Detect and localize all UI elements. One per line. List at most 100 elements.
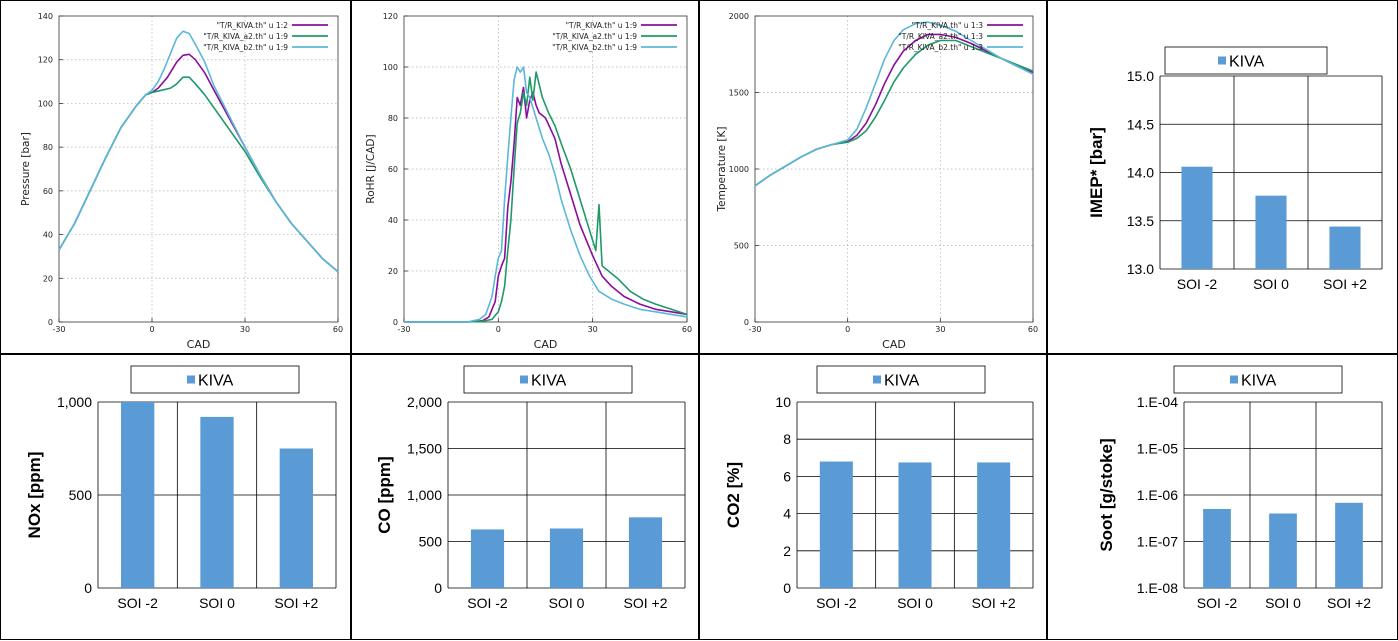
x-tick-label: SOI 0 bbox=[897, 595, 933, 611]
series-line bbox=[404, 71, 688, 323]
y-axis-label: Soot [g/stoke] bbox=[1097, 438, 1116, 551]
series-line bbox=[754, 21, 1034, 187]
y-axis-label: IMEP* [bar] bbox=[1087, 127, 1106, 218]
x-tick-label: 30 bbox=[588, 325, 598, 334]
x-axis-label: CAD bbox=[187, 338, 211, 351]
y-tick-label: 0 bbox=[393, 318, 398, 327]
legend-label: KIVA bbox=[198, 373, 234, 390]
legend-label: KIVA bbox=[1229, 54, 1265, 71]
bar bbox=[1255, 195, 1287, 269]
legend-label: "T/R_KIVA.th" u 1:3 bbox=[912, 21, 984, 30]
series-line bbox=[58, 30, 339, 273]
y-tick-label: 1.E-04 bbox=[1137, 394, 1178, 410]
x-tick-label: 60 bbox=[682, 325, 692, 334]
y-tick-label: 140 bbox=[38, 12, 53, 21]
y-tick-label: 500 bbox=[69, 487, 93, 503]
y-tick-label: 1500 bbox=[729, 89, 749, 98]
y-axis-label: Temperature [K] bbox=[716, 127, 728, 213]
y-axis-label: CO [ppm] bbox=[375, 456, 394, 533]
x-tick-label: SOI +2 bbox=[274, 595, 318, 611]
x-tick-label: 0 bbox=[149, 325, 154, 334]
y-tick-label: 0 bbox=[783, 580, 791, 596]
y-tick-label: 40 bbox=[388, 216, 398, 225]
x-tick-label: 30 bbox=[240, 325, 250, 334]
x-tick-label: 60 bbox=[333, 325, 343, 334]
y-tick-label: 15.0 bbox=[1127, 68, 1154, 84]
y-tick-label: 10 bbox=[775, 394, 791, 410]
plot-frame bbox=[58, 15, 339, 323]
bar bbox=[200, 416, 234, 588]
x-tick-label: SOI 0 bbox=[1253, 276, 1289, 292]
series-line bbox=[404, 66, 688, 323]
legend-swatch bbox=[873, 375, 881, 384]
y-tick-label: 2000 bbox=[729, 12, 749, 21]
y-tick-label: 20 bbox=[43, 274, 53, 283]
chart-rohr: 0 20 40 60 80 100 120 -30 0 30 60 CAD RoHR [J/CAD] "T… bbox=[351, 0, 699, 354]
x-tick-label: SOI -2 bbox=[1177, 276, 1218, 292]
y-tick-label: 60 bbox=[43, 187, 53, 196]
legend-box bbox=[1164, 46, 1328, 75]
y-tick-label: 40 bbox=[43, 231, 53, 240]
x-tick-label: SOI +2 bbox=[972, 595, 1016, 611]
y-tick-label: 2,000 bbox=[407, 394, 442, 410]
bar bbox=[1329, 226, 1361, 269]
y-tick-label: 120 bbox=[38, 56, 53, 65]
bar bbox=[628, 517, 663, 588]
y-tick-label: 500 bbox=[419, 534, 443, 550]
y-tick-label: 4 bbox=[783, 506, 791, 522]
chart-svg: 0 2 4 6 8 10 SOI -2 SOI 0 SOI +2 CO2 [%] KIVA bbox=[724, 365, 1034, 611]
y-tick-label: 14.0 bbox=[1127, 165, 1154, 181]
y-axis-label: RoHR [J/CAD] bbox=[365, 134, 377, 203]
legend-swatch bbox=[1230, 375, 1238, 384]
legend-box bbox=[1173, 365, 1343, 394]
y-axis-label: CO2 [%] bbox=[724, 462, 743, 528]
x-tick-label: -30 bbox=[397, 325, 410, 334]
legend-box bbox=[130, 365, 300, 394]
x-axis-label: CAD bbox=[882, 338, 906, 351]
series-line bbox=[404, 86, 688, 323]
y-tick-label: 1.E-08 bbox=[1137, 580, 1178, 596]
y-tick-label: 100 bbox=[38, 99, 53, 108]
legend-label: "T/R_KIVA_a2.th" u 1:3 bbox=[898, 32, 983, 41]
y-tick-label: 0 bbox=[744, 318, 749, 327]
x-tick-label: 30 bbox=[935, 325, 945, 334]
legend-label: KIVA bbox=[1241, 373, 1277, 390]
bar bbox=[121, 402, 155, 588]
x-tick-label: SOI -2 bbox=[117, 595, 158, 611]
x-tick-label: SOI -2 bbox=[816, 595, 857, 611]
legend-label: "T/R_KIVA_b2.th" u 1:9 bbox=[203, 43, 288, 52]
x-tick-label: 60 bbox=[1028, 325, 1038, 334]
chart-pressure: 0 20 40 60 80 100 120 140 -30 0 30 60 CAD Pressure [b… bbox=[0, 0, 351, 354]
legend-label: "T/R_KIVA_b2.th" u 1:3 bbox=[898, 43, 983, 52]
x-axis-label: CAD bbox=[534, 338, 558, 351]
y-tick-label: 0 bbox=[48, 318, 53, 327]
legend-label: KIVA bbox=[531, 373, 567, 390]
legend-label: "T/R_KIVA_b2.th" u 1:9 bbox=[552, 43, 637, 52]
x-tick-label: -30 bbox=[748, 325, 761, 334]
y-tick-label: 0 bbox=[434, 580, 442, 596]
y-tick-label: 1.E-06 bbox=[1137, 487, 1178, 503]
x-tick-label: 0 bbox=[496, 325, 501, 334]
y-tick-label: 1.E-05 bbox=[1137, 441, 1178, 457]
legend-box bbox=[463, 365, 633, 394]
y-tick-label: 80 bbox=[388, 114, 398, 123]
bar bbox=[898, 462, 932, 588]
bar bbox=[977, 462, 1011, 588]
legend-box bbox=[816, 365, 986, 394]
y-tick-label: 60 bbox=[388, 165, 398, 174]
x-tick-label: SOI -2 bbox=[1197, 595, 1238, 611]
y-tick-label: 2 bbox=[783, 543, 791, 559]
bar bbox=[1269, 513, 1297, 588]
bar bbox=[279, 448, 313, 588]
bar bbox=[1203, 508, 1231, 588]
chart-svg: 0 500 1,000 1,500 2,000 SOI -2 SOI 0 SOI +2 CO [… bbox=[375, 365, 686, 611]
series-line bbox=[754, 33, 1034, 187]
x-tick-label: SOI 0 bbox=[199, 595, 235, 611]
x-tick-label: 0 bbox=[845, 325, 850, 334]
y-tick-label: 80 bbox=[43, 143, 53, 152]
chart-co: 0 500 1,000 1,500 2,000 SOI -2 SOI 0 SOI +2 CO [… bbox=[351, 354, 699, 640]
series-line bbox=[754, 39, 1034, 187]
